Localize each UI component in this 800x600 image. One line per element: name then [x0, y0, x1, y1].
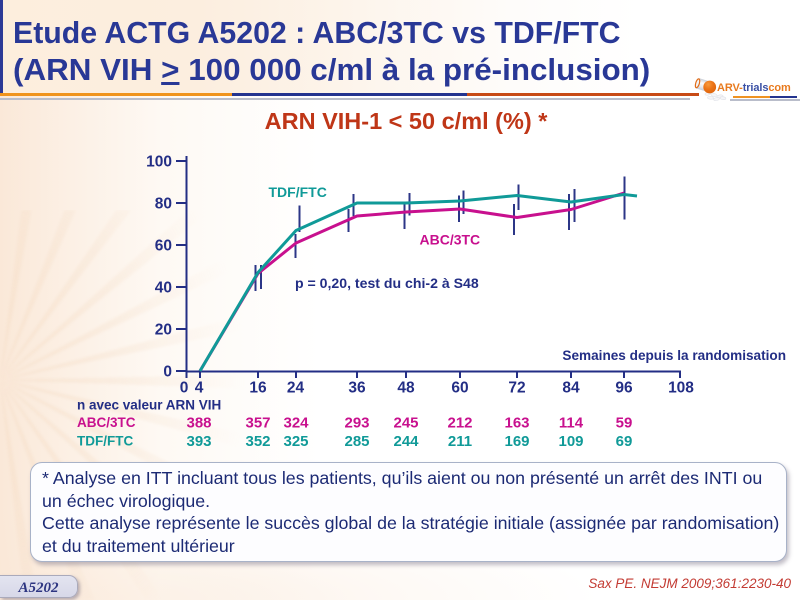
svg-text:0: 0	[163, 364, 172, 381]
svg-text:72: 72	[508, 380, 525, 397]
svg-text:325: 325	[283, 433, 308, 450]
svg-text:ABC/3TC: ABC/3TC	[77, 415, 136, 430]
svg-text:388: 388	[186, 415, 211, 432]
svg-text:n avec valeur ARN VIH: n avec valeur ARN VIH	[77, 398, 221, 413]
svg-text:109: 109	[558, 433, 583, 450]
svg-text:100: 100	[146, 154, 172, 171]
svg-text:48: 48	[397, 380, 415, 397]
svg-text:211: 211	[448, 433, 472, 450]
svg-text:60: 60	[155, 238, 172, 255]
svg-text:69: 69	[616, 433, 633, 450]
svg-text:36: 36	[348, 380, 366, 397]
svg-text:163: 163	[504, 415, 529, 432]
svg-text:4: 4	[195, 380, 204, 397]
svg-text:293: 293	[344, 415, 369, 432]
svg-text:16: 16	[249, 380, 267, 397]
svg-text:40: 40	[155, 280, 172, 297]
svg-text:324: 324	[283, 415, 309, 432]
svg-text:285: 285	[344, 433, 369, 450]
svg-text:96: 96	[615, 380, 633, 397]
svg-text:80: 80	[155, 196, 172, 213]
svg-text:352: 352	[245, 433, 270, 450]
svg-text:TDF/FTC: TDF/FTC	[77, 434, 133, 449]
svg-text:212: 212	[447, 415, 472, 432]
svg-text:Semaines depuis la randomisati: Semaines depuis la randomisation	[562, 348, 786, 363]
svg-text:24: 24	[287, 380, 305, 397]
svg-text:114: 114	[559, 415, 584, 432]
svg-text:244: 244	[393, 433, 419, 450]
svg-text:0: 0	[180, 380, 189, 397]
svg-text:ABC/3TC: ABC/3TC	[420, 232, 481, 248]
svg-text:20: 20	[155, 322, 172, 339]
svg-text:59: 59	[616, 415, 633, 432]
svg-text:TDF/FTC: TDF/FTC	[269, 184, 327, 200]
svg-text:393: 393	[186, 433, 211, 450]
svg-text:84: 84	[562, 380, 580, 397]
svg-text:p = 0,20, test du chi-2 à S48: p = 0,20, test du chi-2 à S48	[295, 275, 479, 291]
svg-text:108: 108	[668, 380, 694, 397]
svg-text:169: 169	[504, 433, 529, 450]
svg-text:60: 60	[451, 380, 468, 397]
svg-text:245: 245	[393, 415, 418, 432]
svg-text:357: 357	[245, 415, 270, 432]
